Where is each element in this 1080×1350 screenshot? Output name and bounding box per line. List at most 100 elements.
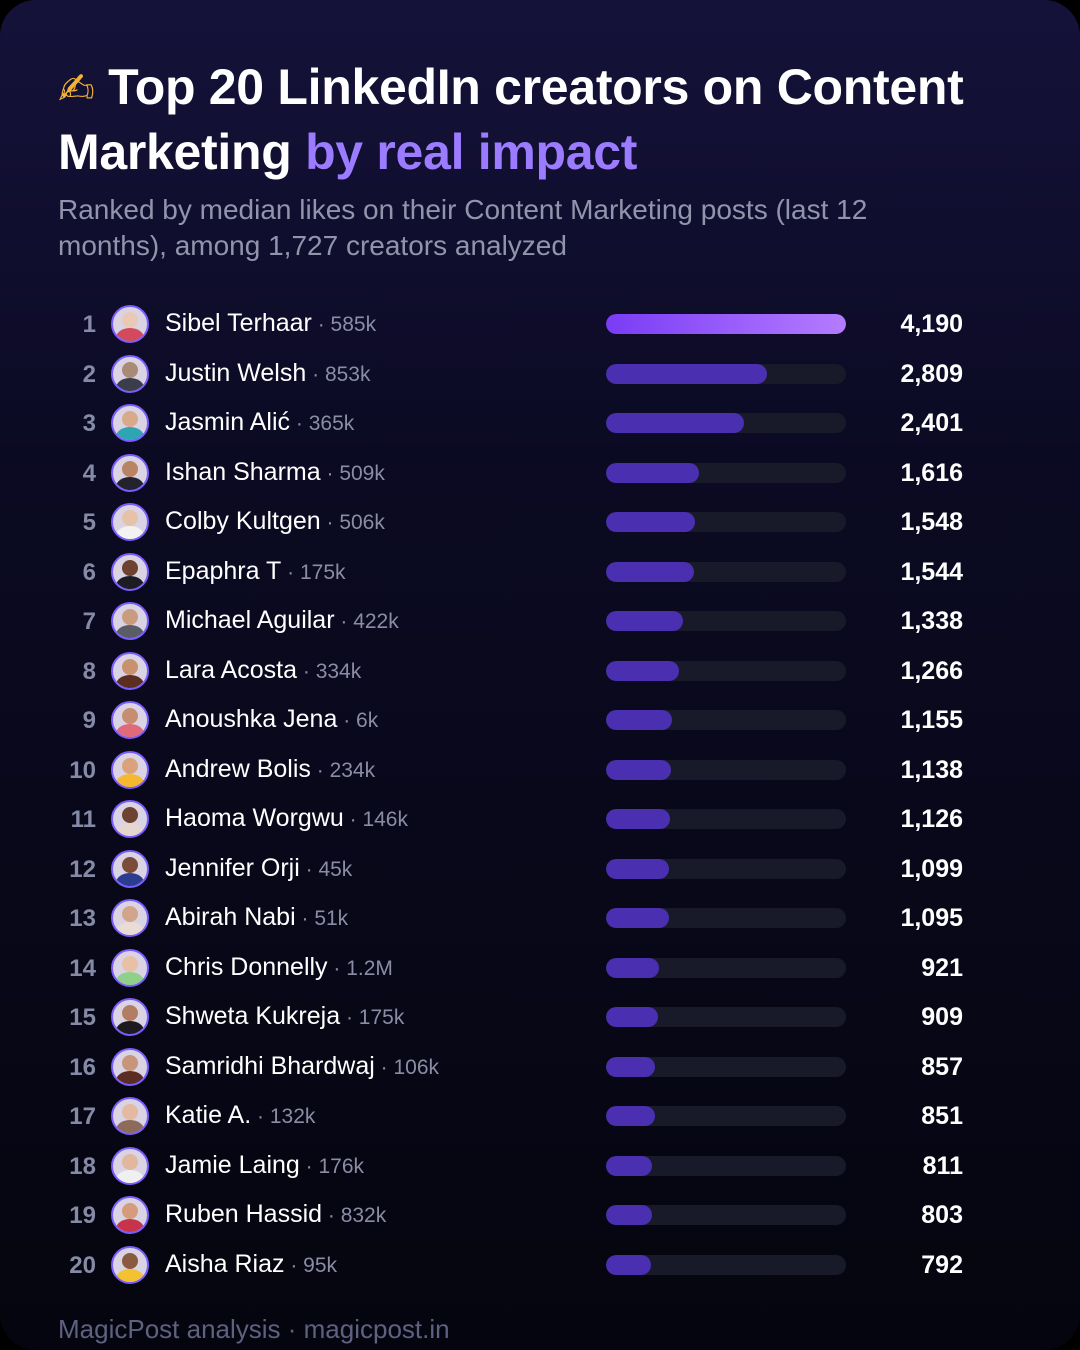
separator: · bbox=[297, 659, 316, 683]
avatar bbox=[111, 602, 149, 640]
creator-name: Ruben Hassid · 832k bbox=[165, 1200, 386, 1229]
bar-track bbox=[606, 759, 846, 780]
separator: · bbox=[320, 511, 340, 534]
follower-count: 509k bbox=[339, 461, 385, 485]
avatar bbox=[111, 701, 149, 739]
separator: · bbox=[320, 461, 340, 485]
creator-name: Anoushka Jena · 6k bbox=[165, 705, 378, 734]
avatar bbox=[111, 800, 149, 838]
ranking-row: 20 Aisha Riaz · 95k 792 bbox=[0, 1241, 1080, 1291]
rank-number: 12 bbox=[69, 855, 96, 883]
creator-name-text: Samridhi Bhardwaj bbox=[165, 1051, 375, 1080]
bar-track bbox=[606, 858, 846, 879]
creator-name-text: Katie A. bbox=[165, 1101, 252, 1129]
bar-track bbox=[606, 363, 846, 384]
ranking-row: 8 Lara Acosta · 334k 1,266 bbox=[0, 647, 1080, 697]
bar bbox=[606, 462, 699, 483]
separator: · bbox=[343, 808, 363, 831]
creator-name-text: Jamie Laing bbox=[165, 1150, 300, 1179]
creator-name: Sibel Terhaar · 585k bbox=[165, 309, 376, 338]
value-label: 1,138 bbox=[900, 755, 963, 784]
follower-count: 832k bbox=[340, 1204, 387, 1227]
avatar bbox=[111, 1047, 149, 1086]
follower-count: 365k bbox=[308, 412, 355, 435]
separator: · bbox=[322, 1204, 341, 1227]
separator: · bbox=[281, 560, 300, 584]
ranking-row: 15 Shweta Kukreja · 175k 909 bbox=[0, 993, 1080, 1043]
creator-name-text: Andrew Bolis bbox=[165, 754, 311, 783]
bar bbox=[606, 957, 659, 978]
ranking-row: 19 Ruben Hassid · 832k 803 bbox=[0, 1191, 1080, 1241]
separator: · bbox=[251, 1105, 270, 1128]
ranking-row: 10 Andrew Bolis · 234k 1,138 bbox=[0, 746, 1080, 796]
follower-count: 334k bbox=[315, 659, 362, 683]
creator-name-text: Jasmin Alić bbox=[165, 408, 291, 436]
bar-track bbox=[606, 1007, 846, 1027]
creator-name: Lara Acosta · 334k bbox=[165, 656, 361, 685]
bar bbox=[606, 908, 669, 928]
ranking-row: 3 Jasmin Alić · 365k 2,401 bbox=[0, 399, 1080, 449]
rank-number: 13 bbox=[69, 905, 96, 932]
bar-track bbox=[606, 611, 846, 631]
avatar bbox=[111, 899, 149, 937]
rank-number: 1 bbox=[82, 311, 96, 338]
follower-count: 95k bbox=[303, 1253, 338, 1277]
creator-name: Katie A. · 132k bbox=[165, 1101, 315, 1130]
rank-number: 2 bbox=[82, 360, 96, 388]
value-label: 803 bbox=[921, 1201, 963, 1229]
bar bbox=[606, 1205, 652, 1225]
creator-name: Haoma Worgwu · 146k bbox=[165, 804, 408, 833]
creator-name-text: Ishan Sharma bbox=[165, 457, 321, 486]
bar bbox=[606, 710, 673, 730]
avatar bbox=[111, 1097, 149, 1135]
avatar bbox=[111, 1196, 149, 1234]
title-highlight: by real impact bbox=[305, 124, 638, 180]
footer-credit: MagicPost analysis · magicpost.in bbox=[58, 1314, 450, 1344]
chart-subtitle: Ranked by median likes on their Content … bbox=[58, 194, 868, 261]
creator-name: Shweta Kukreja · 175k bbox=[165, 1002, 404, 1031]
bar-track bbox=[606, 660, 846, 681]
follower-count: 6k bbox=[356, 709, 379, 732]
rank-number: 9 bbox=[82, 707, 96, 734]
creator-name: Jamie Laing · 176k bbox=[165, 1151, 364, 1180]
separator: · bbox=[311, 313, 331, 336]
bar bbox=[606, 1007, 659, 1027]
avatar bbox=[111, 998, 149, 1036]
creator-name-text: Abirah Nabi bbox=[165, 903, 296, 931]
follower-count: 176k bbox=[318, 1154, 365, 1178]
bar bbox=[606, 1106, 655, 1126]
avatar bbox=[111, 552, 149, 591]
creator-name: Andrew Bolis · 234k bbox=[165, 755, 375, 784]
bar bbox=[606, 611, 683, 631]
bar-track bbox=[606, 1056, 846, 1077]
value-label: 1,155 bbox=[900, 706, 963, 734]
follower-count: 585k bbox=[330, 313, 377, 336]
follower-count: 132k bbox=[269, 1105, 316, 1128]
bar-track bbox=[606, 908, 846, 928]
creator-name: Jasmin Alić · 365k bbox=[165, 408, 354, 437]
creator-name: Chris Donnelly · 1.2M bbox=[165, 953, 393, 982]
bar bbox=[606, 561, 695, 582]
creator-name-text: Haoma Worgwu bbox=[165, 804, 344, 832]
creator-name-text: Ruben Hassid bbox=[165, 1200, 323, 1228]
creator-name: Samridhi Bhardwaj · 106k bbox=[165, 1052, 439, 1081]
separator: · bbox=[306, 362, 325, 386]
rank-number: 7 bbox=[82, 608, 96, 635]
follower-count: 146k bbox=[362, 808, 408, 831]
bar-track bbox=[606, 462, 846, 483]
bar-track bbox=[606, 710, 846, 730]
avatar bbox=[111, 354, 149, 393]
avatar bbox=[111, 750, 149, 789]
follower-count: 106k bbox=[393, 1055, 440, 1079]
bar-track bbox=[606, 1254, 846, 1275]
separator: · bbox=[284, 1253, 304, 1277]
rank-number: 3 bbox=[82, 410, 96, 437]
separator: · bbox=[340, 1006, 359, 1029]
avatar bbox=[111, 948, 149, 987]
follower-count: 51k bbox=[314, 907, 349, 930]
avatar bbox=[111, 503, 149, 541]
ranking-row: 5 Colby Kultgen · 506k 1,548 bbox=[0, 498, 1080, 548]
title-main: Top 20 LinkedIn creators on Content Mark… bbox=[58, 59, 964, 180]
value-label: 1,544 bbox=[900, 557, 963, 586]
follower-count: 234k bbox=[329, 758, 376, 782]
